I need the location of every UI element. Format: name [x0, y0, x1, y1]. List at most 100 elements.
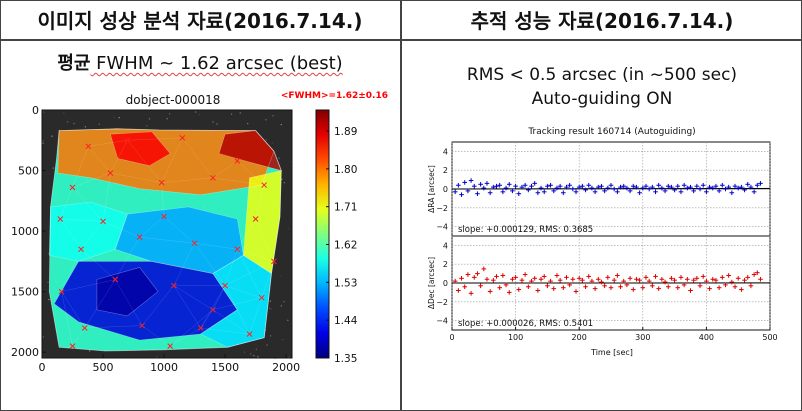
star-marker — [222, 282, 228, 289]
star-marker — [271, 258, 277, 265]
triangulation-edge — [237, 249, 262, 298]
star-marker — [210, 306, 216, 313]
triangulation-edge — [194, 243, 226, 286]
triangulation-edge — [72, 146, 89, 188]
sky-noise — [43, 111, 45, 113]
star-marker — [100, 218, 106, 225]
fit-line — [451, 187, 771, 190]
sky-noise — [270, 308, 273, 310]
x-tick-label: 500 — [762, 333, 777, 342]
fit-annotation: slope: +0.000026, RMS: 0.5401 — [458, 319, 593, 329]
star-marker — [161, 213, 167, 220]
sky-noise — [287, 228, 289, 230]
triangulation-edge — [84, 279, 116, 329]
sky-noise — [52, 167, 54, 169]
fwhm-region — [96, 267, 158, 316]
sky-noise — [156, 356, 158, 358]
star-marker — [69, 343, 76, 349]
sky-noise — [42, 336, 44, 338]
sky-noise — [73, 122, 75, 125]
sky-noise — [168, 113, 171, 115]
tracking-title: Tracking result 160714 (Autoguiding) — [527, 127, 695, 137]
triangulation-edge — [61, 249, 82, 292]
fwhm-contour — [96, 267, 159, 317]
sky-noise — [288, 356, 290, 358]
sky-noise — [283, 301, 285, 303]
sky-noise — [148, 118, 151, 120]
triangulation-edge — [200, 285, 226, 329]
sky-noise — [47, 281, 49, 284]
star-marker — [234, 158, 241, 164]
fwhm-colorbar: 1.35 1.44 1.53 1.62 1.71 1.80 1.89 — [315, 109, 358, 365]
sky-noise — [280, 275, 282, 277]
triangulation-edge — [224, 285, 250, 335]
colorbar-tick-label: 1.44 — [334, 315, 358, 327]
sky-noise — [257, 356, 259, 358]
fwhm-footprint-outline — [48, 128, 282, 352]
triangulation-edge — [182, 137, 214, 178]
sky-noise — [194, 111, 197, 113]
fwhm-region — [115, 206, 244, 274]
triangulation-edge — [237, 160, 265, 186]
y-tick-label: −2 — [436, 298, 448, 307]
star-marker — [57, 216, 64, 222]
sky-noise — [278, 157, 280, 159]
triangulation-edge — [212, 297, 262, 311]
fwhm-region — [219, 130, 282, 171]
triangulation-edge — [225, 285, 262, 298]
fwhm-map-title: dobject-000018 — [126, 93, 221, 107]
left-subtitle-prefix: 평균 — [57, 53, 91, 74]
sky-noise — [282, 339, 284, 341]
triangulation-edge — [200, 309, 214, 329]
triangulation-edge — [161, 137, 183, 183]
triangulation-edge — [170, 327, 201, 347]
triangulation-edge — [88, 146, 111, 174]
sky-noise — [280, 305, 282, 307]
fwhm-annotation: <FWHM>=1.62±0.16 — [281, 91, 388, 101]
sky-noise — [212, 121, 214, 123]
star-marker — [107, 170, 114, 176]
triangulation-edge — [141, 325, 171, 347]
triangulation-edge — [161, 177, 213, 183]
sky-noise — [146, 125, 148, 127]
star-marker — [246, 331, 253, 337]
triangulation-edge — [72, 187, 104, 222]
tracking-panels: 4 2 0 −2 −4 ΔRA [arcsec] slope: +0.000129, RMS… — [427, 141, 778, 342]
sky-noise — [230, 113, 233, 115]
sky-noise — [270, 288, 272, 290]
triangulation-edge — [212, 160, 238, 179]
star-marker — [210, 174, 216, 181]
star-marker — [261, 182, 268, 188]
sky-noise — [42, 140, 44, 142]
sky-noise — [198, 113, 200, 116]
tracking-panel-ra: 4 2 0 −2 −4 ΔRA [arcsec] slope: +0.000129, RMS… — [427, 141, 771, 237]
x-tick-label: 400 — [699, 333, 714, 342]
star-marker — [78, 246, 84, 253]
star-marker — [139, 322, 145, 329]
triangulation-edge — [139, 236, 195, 244]
triangulation-edge — [173, 285, 214, 311]
sky-noise — [47, 253, 50, 255]
fit-annotation: slope: +0.000129, RMS: 0.3685 — [458, 225, 593, 235]
sky-noise — [250, 353, 252, 355]
left-subtitle: 평균 FWHM ~ 1.62 arcsec (best) — [0, 49, 400, 75]
colorbar-tick-label: 1.35 — [334, 353, 357, 365]
triangulation-edge — [255, 185, 265, 220]
table-divider-vertical — [400, 0, 402, 411]
x-tick-label: 100 — [508, 333, 523, 342]
sky-noise — [239, 112, 241, 114]
sky-noise — [280, 124, 282, 126]
star-marker — [124, 137, 131, 144]
y-tick-label: −2 — [436, 204, 448, 213]
sky-noise — [269, 307, 271, 309]
fwhm-contour — [110, 131, 171, 167]
star-marker — [258, 294, 265, 301]
star-marker — [136, 234, 143, 241]
sky-noise — [271, 142, 273, 144]
colorbar-tick-label: 1.62 — [334, 240, 357, 252]
triangulation-edge — [72, 172, 111, 188]
fwhm-region — [110, 131, 171, 166]
sky-noise — [265, 139, 267, 141]
sky-noise — [113, 117, 115, 119]
